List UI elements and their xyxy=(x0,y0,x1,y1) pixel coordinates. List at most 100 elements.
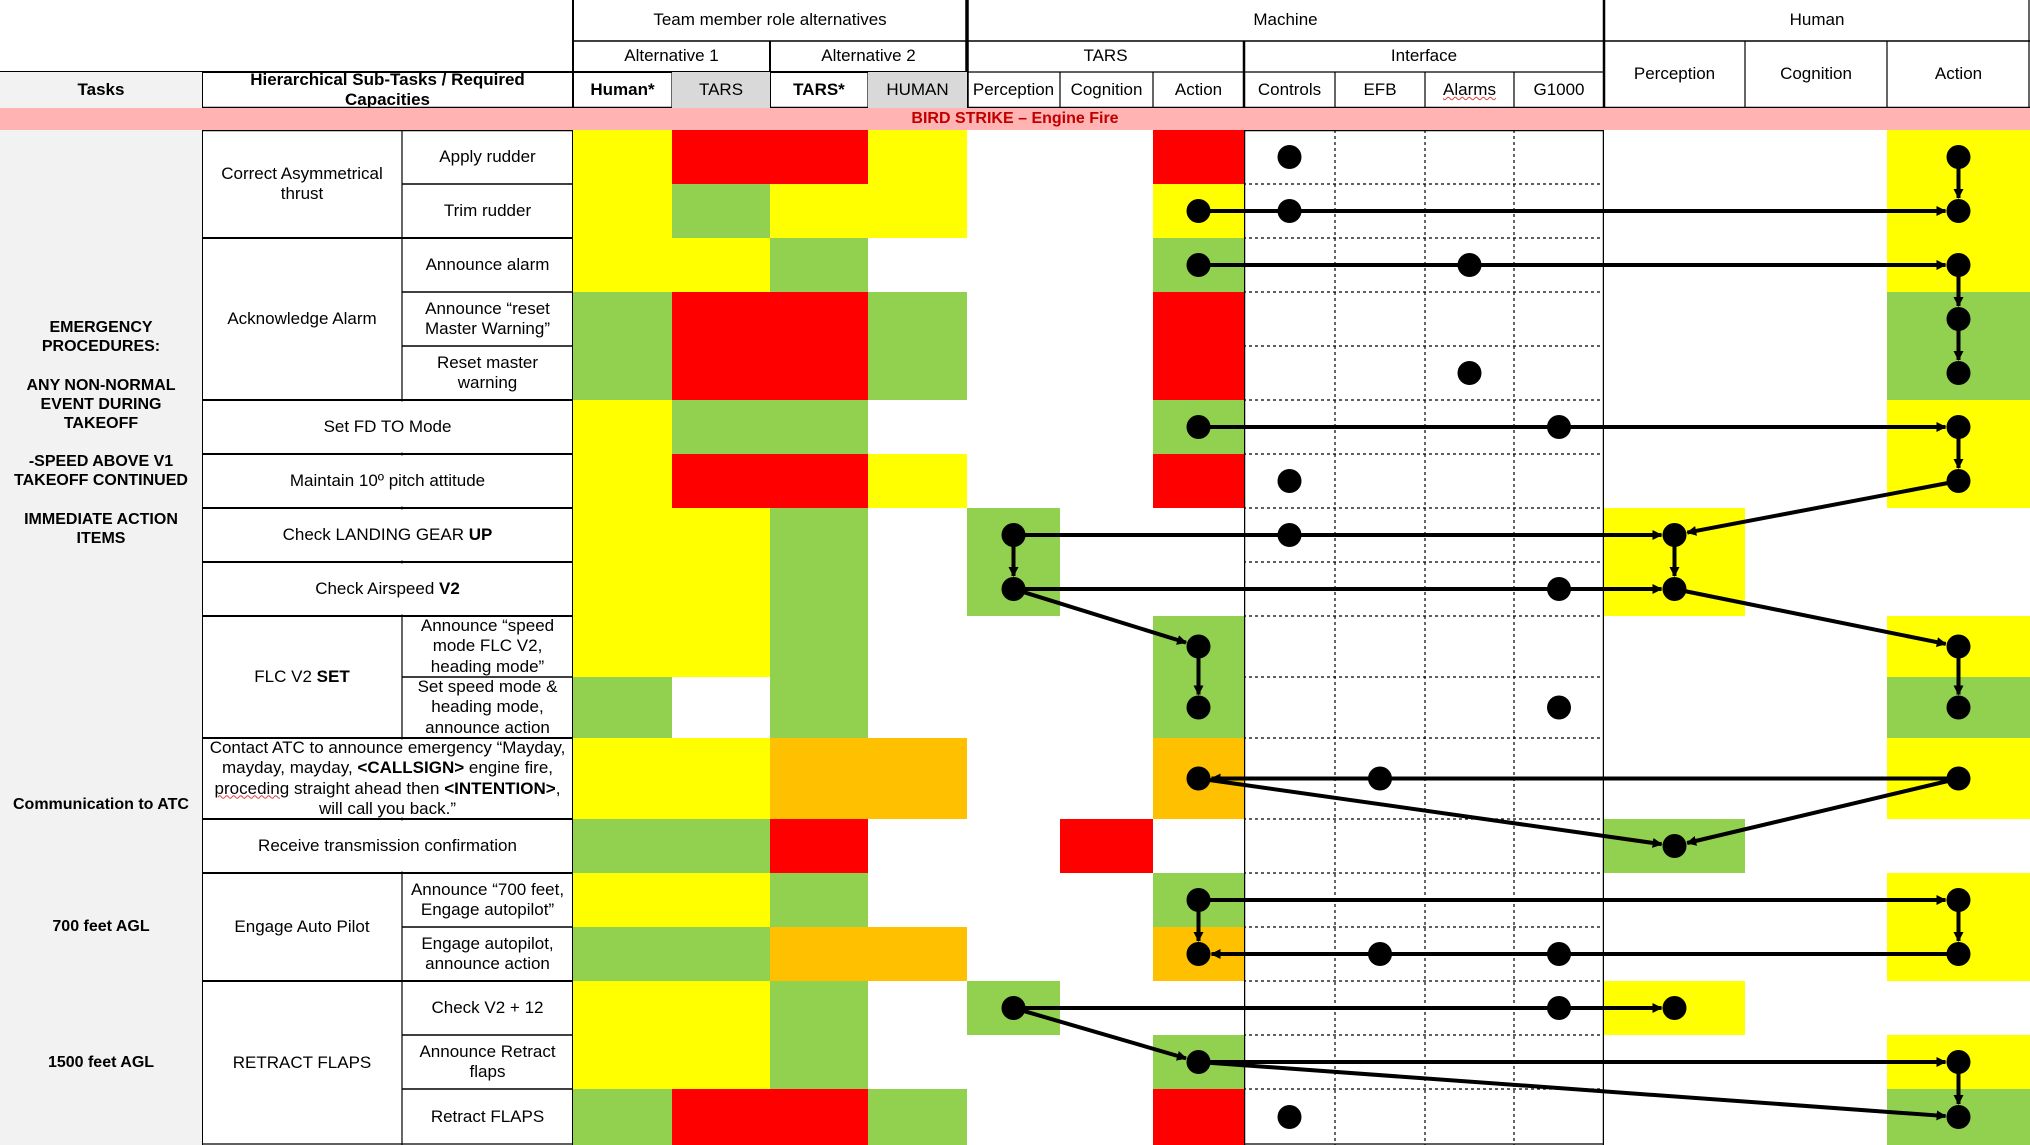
subtask-text: Contact ATC to announce emergency “Mayda… xyxy=(206,738,569,818)
machine-cell-m_cognition xyxy=(1060,1089,1153,1145)
header-subtasks: Hierarchical Sub-Tasks / Required Capaci… xyxy=(250,72,525,108)
flow-node xyxy=(1547,695,1571,720)
flow-node xyxy=(1946,888,1971,912)
row-label: Retract FLAPS xyxy=(430,1106,545,1126)
flow-arrow xyxy=(1198,1060,1947,1121)
flow-node xyxy=(1186,1050,1211,1074)
merge-cover xyxy=(400,401,404,453)
flow-node xyxy=(1186,253,1211,277)
allocation-cell-a2t xyxy=(770,981,868,1035)
machine-cell-m_cognition xyxy=(1060,927,1153,981)
task-group-cell: 1500 feet AGL xyxy=(0,981,202,1145)
flow-node xyxy=(1946,361,1971,385)
allocation-cell-a1t xyxy=(672,562,770,616)
allocation-cell-a1t xyxy=(672,981,770,1035)
flow-node xyxy=(1547,942,1571,966)
allocation-cell-a2t xyxy=(770,508,868,562)
task-group-line: EMERGENCY xyxy=(49,319,153,337)
header-alt1: Alternative 1 xyxy=(624,46,719,66)
allocation-cell-a1t xyxy=(672,292,770,346)
flow-node xyxy=(1277,199,1302,223)
allocation-cell-a2t xyxy=(770,1035,868,1089)
machine-cell-m_perception xyxy=(967,1089,1060,1145)
machine-cell-m_cognition xyxy=(1060,454,1153,508)
human-cell-h_cognition xyxy=(1745,819,1887,873)
machine-cell-m_perception xyxy=(967,346,1060,400)
header-interface-controls: Controls xyxy=(1257,79,1322,99)
allocation-cell-a2h xyxy=(868,508,967,562)
machine-cell-m_perception xyxy=(967,292,1060,346)
flow-node xyxy=(1946,307,1971,331)
task-group-line: IMMEDIATE ACTION xyxy=(24,511,178,529)
subtask-fragment: UP xyxy=(468,524,493,544)
allocation-cell-a1t xyxy=(672,819,770,873)
subtask-cell: Correct Asymmetrical thrust xyxy=(202,130,402,238)
subtask-fragment: RETRACT FLAPS xyxy=(232,1052,372,1072)
subtask-fragment: <INTENTION> xyxy=(444,778,556,798)
flow-arrow xyxy=(1674,587,1947,648)
allocation-cell-a2h xyxy=(868,819,967,873)
task-group-cell: Communication to ATC xyxy=(0,738,202,873)
header-interface-g1000: G1000 xyxy=(1533,79,1585,99)
flow-node xyxy=(1946,1105,1971,1129)
flow-arrow xyxy=(1686,479,1959,536)
allocation-cell-a1t xyxy=(672,738,770,819)
flow-node xyxy=(1946,469,1971,493)
machine-cell-m_cognition xyxy=(1060,346,1153,400)
row-label: Check V2 + 12 xyxy=(431,997,544,1017)
allocation-cell-a2t xyxy=(770,819,868,873)
allocation-cell-a1t xyxy=(672,130,770,184)
flow-node xyxy=(1186,199,1211,223)
flow-node xyxy=(1662,834,1687,858)
allocation-cell-a2h xyxy=(868,738,967,819)
flow-node xyxy=(1662,577,1687,601)
allocation-cell-a1h xyxy=(573,1035,672,1089)
allocation-cell-a2h xyxy=(868,400,967,454)
subtask-fragment: Contact ATC to announce emergency “Mayda… xyxy=(209,738,566,778)
human-cell-h_perception xyxy=(1604,677,1745,738)
task-group-cell: 700 feet AGL xyxy=(0,873,202,981)
human-cell-h_perception xyxy=(1604,454,1745,508)
task-group-line: 1500 feet AGL xyxy=(47,1053,155,1071)
subtask-fragment: Engage Auto Pilot xyxy=(234,916,370,936)
allocation-cell-a2t xyxy=(770,454,868,508)
header-team-roles: Team member role alternatives xyxy=(653,10,887,30)
allocation-cell-a1t xyxy=(672,400,770,454)
row-label: Apply rudder xyxy=(439,146,536,166)
flow-node xyxy=(1277,145,1302,169)
header-interface-alarms-label: Alarms xyxy=(1443,79,1496,99)
machine-cell-m_perception xyxy=(967,184,1060,238)
allocation-cell-a2t xyxy=(770,400,868,454)
header-human: Human xyxy=(1789,10,1845,30)
allocation-cell-a2h xyxy=(868,677,967,738)
header-interface-alarms: Alarms xyxy=(1425,72,1514,108)
allocation-cell-a2t xyxy=(770,346,868,400)
human-cell-h_cognition xyxy=(1745,130,1887,184)
allocation-cell-a1h xyxy=(573,400,672,454)
machine-cell-m_cognition xyxy=(1060,292,1153,346)
subtask-fragment: V2 xyxy=(439,578,460,598)
subtask-fragment: Check Airspeed xyxy=(315,578,439,598)
allocation-cell-a2t xyxy=(770,1089,868,1145)
flow-node xyxy=(1662,996,1687,1020)
allocation-cell-a2t xyxy=(770,677,868,738)
header-machine-cognition: Cognition xyxy=(1070,79,1143,99)
subtask-fragment: engine fire, xyxy=(464,758,553,778)
flow-node xyxy=(1001,523,1026,547)
flow-node xyxy=(1662,523,1687,547)
human-cell-h_action xyxy=(1887,981,2030,1035)
subtask-fragment: proceding xyxy=(214,778,290,798)
subtask-fragment: <CALLSIGN> xyxy=(357,758,465,778)
allocation-cell-a2t xyxy=(770,238,868,292)
allocation-cell-a1t xyxy=(672,927,770,981)
row-label: Announce “speed mode FLC V2, heading mod… xyxy=(420,616,555,676)
flow-node xyxy=(1946,415,1971,439)
machine-cell-m_perception xyxy=(967,819,1060,873)
machine-cell-m_cognition xyxy=(1060,677,1153,738)
machine-cell-m_action xyxy=(1153,130,1244,184)
flow-arrow xyxy=(1198,776,1663,848)
allocation-cell-a1h xyxy=(573,346,672,400)
subtask-fragment: FLC V2 xyxy=(254,666,317,686)
subtask-text: Check Airspeed V2 xyxy=(315,579,460,599)
flow-node xyxy=(1547,415,1571,439)
